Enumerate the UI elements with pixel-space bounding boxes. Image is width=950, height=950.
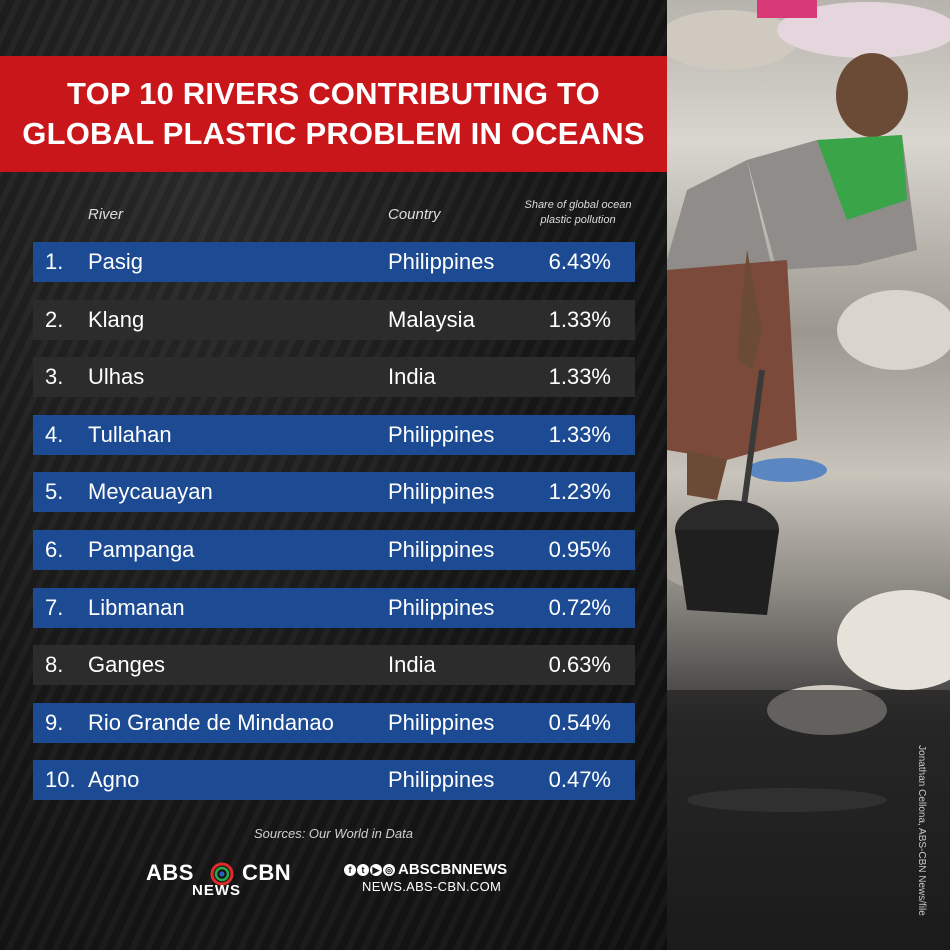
river-cell: Ganges <box>88 652 166 677</box>
river-cell: Klang <box>88 307 145 332</box>
table-row: 10. Agno Philippines 0.47% <box>33 760 635 800</box>
share-cell: 0.95% <box>548 537 611 562</box>
river-cell: Libmanan <box>88 595 185 620</box>
share-cell: 6.43% <box>548 249 611 274</box>
table-row: 5. Meycauayan Philippines 1.23% <box>33 472 635 512</box>
share-cell: 0.63% <box>548 652 611 677</box>
header-river: River <box>88 206 124 223</box>
rank-cell: 2. <box>45 307 64 332</box>
rank-cell: 1. <box>45 249 64 274</box>
country-cell: Philippines <box>388 249 495 274</box>
title-banner: TOP 10 RIVERS CONTRIBUTING TO GLOBAL PLA… <box>0 56 667 172</box>
source-note: Sources: Our World in Data <box>254 826 413 841</box>
rank-cell: 9. <box>45 710 64 735</box>
twitter-icon: t <box>357 863 369 876</box>
country-cell: India <box>388 652 436 677</box>
instagram-icon: ◎ <box>383 863 395 876</box>
share-cell: 0.72% <box>548 595 611 620</box>
abs-cbn-ring-icon <box>210 862 234 886</box>
youtube-icon: ▶ <box>370 863 382 876</box>
table-row: 2. Klang Malaysia 1.33% <box>33 300 635 340</box>
facebook-icon: f <box>344 863 356 876</box>
share-cell: 1.23% <box>548 479 611 504</box>
country-cell: Philippines <box>388 537 495 562</box>
river-cell: Tullahan <box>88 422 172 447</box>
share-cell: 0.47% <box>548 767 611 792</box>
rank-cell: 8. <box>45 652 64 677</box>
country-cell: India <box>388 364 436 389</box>
rank-cell: 7. <box>45 595 64 620</box>
rank-cell: 3. <box>45 364 64 389</box>
rank-cell: 10. <box>45 767 76 792</box>
table-row: 4. Tullahan Philippines 1.33% <box>33 415 635 455</box>
website-url: NEWS.ABS-CBN.COM <box>362 879 502 894</box>
logo-news-text: NEWS <box>192 882 241 899</box>
share-cell: 0.54% <box>548 710 611 735</box>
header-share-line-1: Share of global ocean <box>524 199 632 211</box>
abs-cbn-news-logo: ABS CBN NEWS <box>146 860 300 900</box>
share-cell: 1.33% <box>548 307 611 332</box>
header-country: Country <box>388 206 441 223</box>
country-cell: Philippines <box>388 767 495 792</box>
river-cell: Pampanga <box>88 537 195 562</box>
river-cell: Pasig <box>88 249 144 274</box>
title-line-1: TOP 10 RIVERS CONTRIBUTING TO <box>67 76 600 111</box>
country-cell: Philippines <box>388 595 495 620</box>
table-row: 3. Ulhas India 1.33% <box>33 357 635 397</box>
country-cell: Philippines <box>388 479 495 504</box>
social-handle: ABSCBNNEWS <box>398 861 508 879</box>
river-cell: Agno <box>88 767 140 792</box>
share-cell: 1.33% <box>548 364 611 389</box>
country-cell: Philippines <box>388 710 495 735</box>
table-row: 6. Pampanga Philippines 0.95% <box>33 530 635 570</box>
logo-abs-text: ABS <box>146 860 194 885</box>
table-row: 1. Pasig Philippines 6.43% <box>33 242 635 282</box>
logo-cbn-text: CBN <box>242 860 292 885</box>
table-row: 9. Rio Grande de Mindanao Philippines 0.54% <box>33 703 635 743</box>
social-block: f t ▶ ◎ ABSCBNNEWS NEWS.ABS-CBN.COM <box>344 861 524 901</box>
photo-credit: Jonathan Cellona, ABS-CBN News/file <box>910 720 932 940</box>
share-cell: 1.33% <box>548 422 611 447</box>
photo-illustration <box>667 0 950 950</box>
river-photo <box>667 0 950 950</box>
header-share-line-2: plastic pollution <box>540 214 616 226</box>
rank-cell: 4. <box>45 422 64 447</box>
table-row: 8. Ganges India 0.63% <box>33 645 635 685</box>
river-cell: Meycauayan <box>88 479 213 504</box>
photo-credit-text: Jonathan Cellona, ABS-CBN News/file <box>915 744 927 916</box>
title-line-2: GLOBAL PLASTIC PROBLEM IN OCEANS <box>22 116 645 151</box>
river-cell: Rio Grande de Mindanao <box>88 710 334 735</box>
country-cell: Philippines <box>388 422 495 447</box>
rank-cell: 5. <box>45 479 64 504</box>
table-row: 7. Libmanan Philippines 0.72% <box>33 588 635 628</box>
country-cell: Malaysia <box>388 307 475 332</box>
river-cell: Ulhas <box>88 364 145 389</box>
rank-cell: 6. <box>45 537 64 562</box>
header-share: Share of global ocean plastic pollution <box>508 198 648 228</box>
